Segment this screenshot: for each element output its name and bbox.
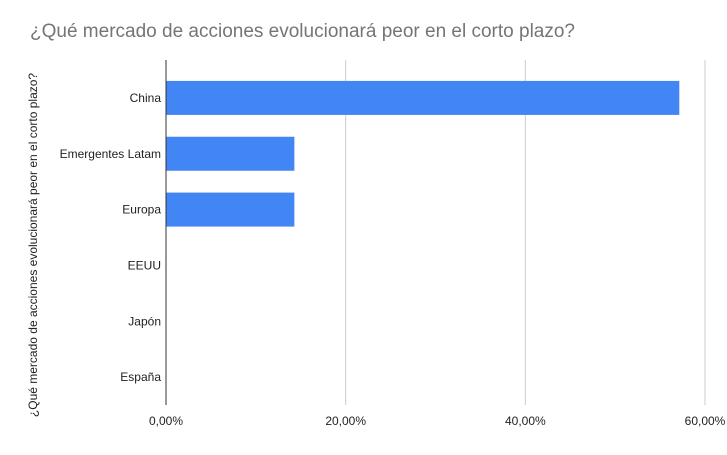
category-label-5: España xyxy=(120,370,161,384)
chart-title: ¿Qué mercado de acciones evolucionará pe… xyxy=(30,21,575,42)
x-tick-label-2: 40,00% xyxy=(505,414,546,428)
category-label-4: Japón xyxy=(128,314,161,328)
bar-2 xyxy=(166,192,295,227)
category-label-3: EEUU xyxy=(128,258,161,272)
x-tick-label-1: 20,00% xyxy=(325,414,366,428)
bar-1 xyxy=(166,136,295,171)
category-label-2: Europa xyxy=(122,203,161,217)
bar-0 xyxy=(166,80,680,115)
category-label-1: Emergentes Latam xyxy=(60,147,161,161)
category-label-0: China xyxy=(130,91,162,105)
x-tick-label-3: 60,00% xyxy=(685,414,726,428)
y-axis-title: ¿Qué mercado de acciones evolucionará pe… xyxy=(26,73,40,418)
x-tick-label-0: 0,00% xyxy=(149,414,183,428)
